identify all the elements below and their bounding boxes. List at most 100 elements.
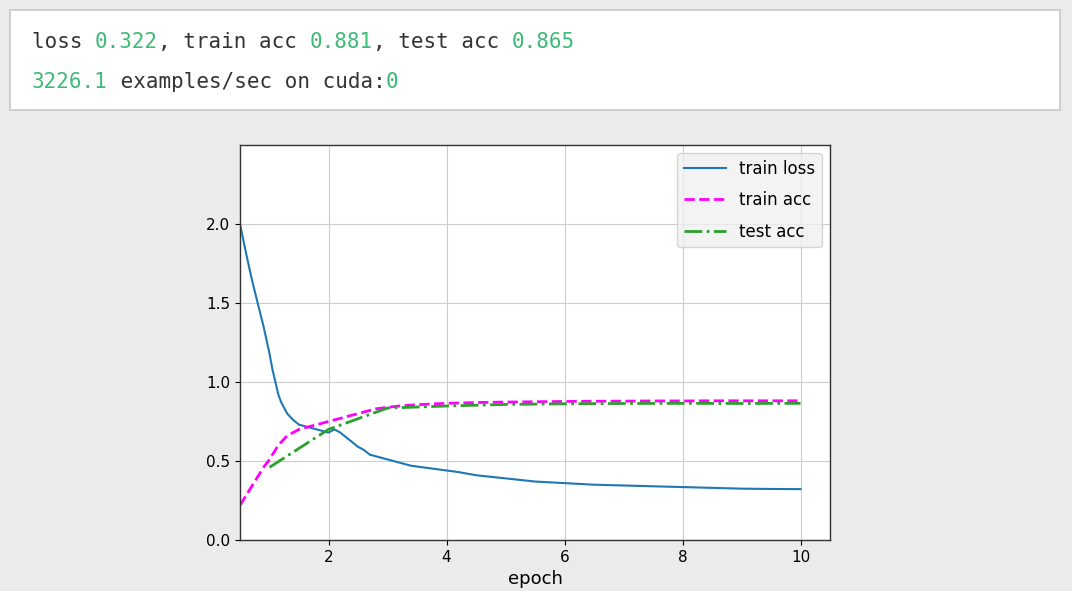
train acc — [352, 410, 364, 417]
train loss — [316, 427, 329, 434]
train acc — [559, 398, 571, 405]
test acc — [794, 400, 807, 407]
train acc — [735, 397, 748, 404]
train acc — [676, 397, 689, 404]
train loss — [500, 475, 512, 482]
train loss — [369, 453, 382, 460]
train loss — [345, 439, 358, 446]
train acc — [340, 413, 353, 420]
train loss — [328, 426, 341, 433]
train loss — [705, 484, 718, 491]
X-axis label: epoch: epoch — [507, 570, 563, 588]
train acc — [310, 421, 323, 428]
train loss — [528, 478, 541, 485]
train loss — [281, 410, 294, 417]
train acc — [363, 407, 376, 414]
train loss — [269, 378, 282, 385]
train acc — [298, 424, 311, 431]
test acc — [559, 400, 571, 407]
train loss — [251, 300, 264, 307]
test acc — [263, 464, 276, 471]
train loss — [587, 481, 600, 488]
train loss — [617, 482, 630, 489]
train loss — [735, 485, 748, 492]
train acc — [369, 405, 382, 413]
train loss — [298, 423, 311, 430]
train acc — [587, 398, 600, 405]
train acc — [646, 397, 659, 404]
train acc — [404, 401, 417, 408]
train loss — [381, 456, 393, 463]
train acc — [328, 417, 341, 424]
train loss — [322, 429, 334, 436]
train acc — [617, 398, 630, 405]
train loss — [266, 366, 279, 373]
train loss — [357, 446, 370, 453]
train acc — [528, 398, 541, 405]
train acc — [794, 397, 807, 404]
train loss — [239, 249, 252, 256]
train acc — [416, 401, 429, 408]
train acc — [257, 464, 270, 471]
Text: 0.865: 0.865 — [511, 32, 575, 52]
test acc — [322, 426, 334, 433]
train loss — [392, 459, 405, 466]
train acc — [429, 400, 442, 407]
train loss — [646, 483, 659, 490]
Line: train acc: train acc — [240, 401, 801, 505]
train loss — [304, 424, 317, 431]
train loss — [375, 454, 388, 462]
train loss — [263, 350, 276, 357]
train acc — [281, 432, 294, 439]
Line: test acc: test acc — [269, 403, 801, 467]
test acc — [500, 401, 512, 408]
train acc — [266, 451, 279, 458]
train loss — [272, 391, 285, 398]
train acc — [381, 404, 393, 411]
Text: 0: 0 — [386, 72, 398, 92]
train loss — [245, 276, 258, 283]
Text: , train acc: , train acc — [159, 32, 310, 52]
train acc — [345, 412, 358, 419]
Legend: train loss, train acc, test acc: train loss, train acc, test acc — [678, 153, 821, 247]
train loss — [352, 443, 364, 450]
Text: examples/sec on cuda:: examples/sec on cuda: — [108, 72, 386, 92]
train acc — [500, 398, 512, 405]
test acc — [735, 400, 748, 407]
test acc — [676, 400, 689, 407]
train acc — [705, 397, 718, 404]
test acc — [617, 400, 630, 407]
train loss — [470, 472, 482, 479]
train acc — [251, 473, 264, 480]
train loss — [363, 451, 376, 458]
Line: train loss: train loss — [240, 224, 801, 489]
Text: 0.881: 0.881 — [310, 32, 373, 52]
train loss — [764, 485, 777, 492]
train acc — [239, 492, 252, 499]
train acc — [269, 446, 282, 453]
train acc — [322, 418, 334, 425]
test acc — [381, 404, 393, 411]
train loss — [441, 467, 453, 474]
Text: 0.322: 0.322 — [95, 32, 159, 52]
train loss — [234, 220, 247, 228]
train acc — [234, 502, 247, 509]
train acc — [316, 420, 329, 427]
train loss — [559, 479, 571, 486]
train loss — [404, 462, 417, 469]
train acc — [764, 397, 777, 404]
train acc — [470, 399, 482, 406]
train acc — [293, 426, 306, 433]
Text: , test acc: , test acc — [373, 32, 511, 52]
Text: 3226.1: 3226.1 — [32, 72, 108, 92]
train acc — [375, 404, 388, 411]
train loss — [333, 429, 346, 436]
train acc — [263, 456, 276, 463]
train loss — [676, 483, 689, 491]
train acc — [333, 415, 346, 422]
train acc — [245, 483, 258, 490]
test acc — [441, 402, 453, 410]
train acc — [274, 439, 287, 446]
train loss — [274, 399, 287, 406]
Text: loss: loss — [32, 32, 95, 52]
